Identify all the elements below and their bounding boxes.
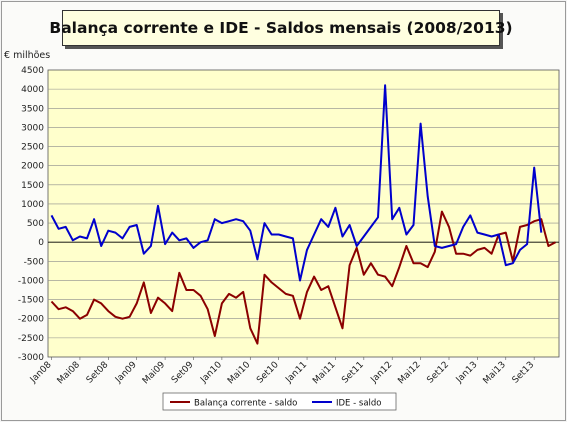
y-tick-label: -2500 bbox=[18, 334, 44, 344]
y-tick-label: 500 bbox=[27, 219, 44, 229]
x-tick-label: Mai08 bbox=[56, 360, 83, 387]
x-tick-label: Jan11 bbox=[283, 360, 309, 386]
y-tick-label: 0 bbox=[38, 238, 44, 248]
legend: Balança corrente - saldo IDE - saldo bbox=[162, 392, 397, 411]
y-tick-label: 3500 bbox=[21, 104, 44, 114]
x-tick-label: Set08 bbox=[85, 360, 111, 386]
x-tick-label: Jan13 bbox=[454, 360, 480, 386]
x-tick-label: Jan12 bbox=[369, 360, 395, 386]
y-tick-label: 1500 bbox=[21, 181, 44, 191]
x-tick-label: Mai13 bbox=[482, 360, 508, 386]
y-tick-label: 4500 bbox=[21, 66, 44, 76]
y-tick-label: -1500 bbox=[18, 296, 44, 306]
x-tick-label: Set10 bbox=[255, 360, 281, 386]
x-tick-label: Mai10 bbox=[226, 360, 253, 387]
series-line-ide bbox=[50, 84, 543, 282]
x-tick-label: Mai12 bbox=[396, 360, 422, 386]
y-tick-label: -2000 bbox=[18, 315, 44, 325]
x-tick-label: Set13 bbox=[511, 360, 537, 386]
x-tick-label: Mai11 bbox=[311, 360, 337, 386]
legend-label-balanca-corrente: Balança corrente - saldo bbox=[194, 399, 297, 409]
series-line-balanca-corrente bbox=[50, 210, 556, 345]
x-tick-label: Jan09 bbox=[113, 360, 139, 386]
y-tick-labels: -3000 -2500 -2000 -1500 -1000 -500 0 500 1000 150… bbox=[18, 66, 44, 363]
x-tick-label: Jan08 bbox=[28, 360, 54, 386]
x-tick-label: Jan10 bbox=[198, 360, 224, 386]
x-tick-labels: Jan08 Mai08 Set08 Jan09 Mai09 Set09 Jan10 Mai10… bbox=[28, 357, 536, 386]
y-tick-label: 1000 bbox=[21, 200, 44, 210]
x-tick-label: Set11 bbox=[340, 360, 366, 386]
series-lines bbox=[50, 84, 556, 345]
legend-box bbox=[162, 392, 397, 411]
legend-label-ide: IDE - saldo bbox=[336, 399, 382, 409]
y-tick-label: 2500 bbox=[21, 143, 44, 153]
y-tick-label: 2000 bbox=[21, 162, 44, 172]
y-tick-label: 4000 bbox=[21, 85, 44, 95]
x-tick-label: Set12 bbox=[425, 360, 451, 386]
chart-title-box: Balança corrente e IDE - Saldos mensais … bbox=[49, 10, 513, 46]
y-tick-label: -500 bbox=[24, 257, 45, 267]
y-tick-label: 3000 bbox=[21, 123, 44, 133]
y-tick-label: -3000 bbox=[18, 353, 44, 363]
y-tick-label: -1000 bbox=[18, 276, 44, 286]
x-tick-label: Set09 bbox=[170, 360, 196, 386]
plot-area bbox=[47, 69, 560, 358]
x-tick-label: Mai09 bbox=[141, 360, 168, 387]
chart-title: Balança corrente e IDE - Saldos mensais … bbox=[49, 19, 513, 37]
y-axis-unit-label: € milhões bbox=[4, 50, 50, 61]
